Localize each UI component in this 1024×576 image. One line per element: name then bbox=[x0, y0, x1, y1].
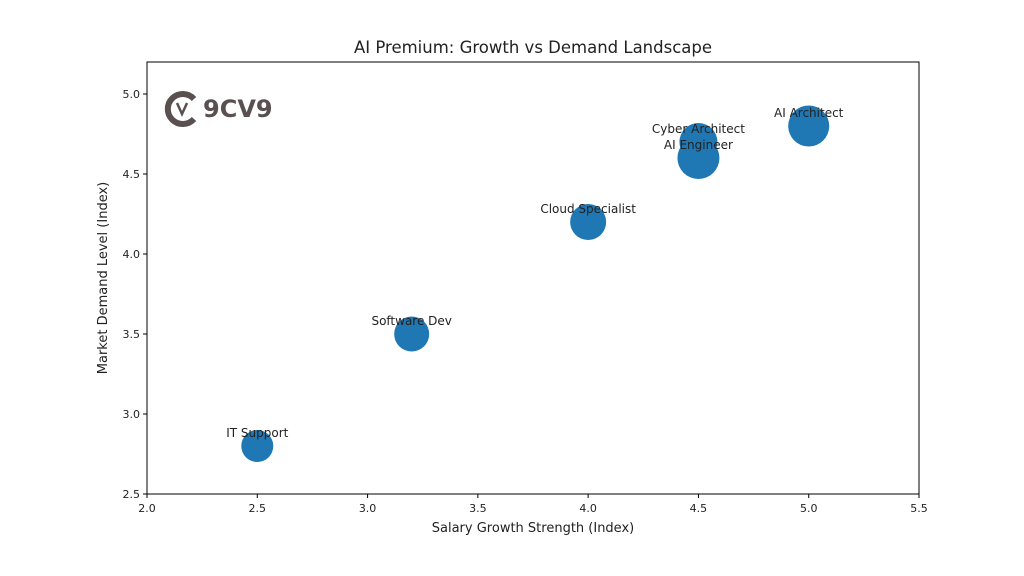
x-tick-label: 5.5 bbox=[910, 502, 928, 515]
data-point bbox=[570, 204, 607, 240]
x-axis-label: Salary Growth Strength (Index) bbox=[432, 521, 634, 536]
x-tick-label: 5.0 bbox=[800, 502, 818, 515]
y-axis-label: Market Demand Level (Index) bbox=[96, 182, 111, 374]
y-tick-label: 2.5 bbox=[123, 488, 141, 501]
logo-text: 9CV9 bbox=[203, 95, 273, 123]
y-tick-label: 4.0 bbox=[123, 248, 141, 261]
data-point bbox=[394, 316, 430, 352]
y-tick-label: 4.5 bbox=[123, 168, 141, 181]
data-point bbox=[677, 137, 720, 179]
point-label: AI Architect bbox=[774, 106, 844, 120]
point-label: AI Engineer bbox=[664, 138, 733, 152]
y-tick-label: 5.0 bbox=[123, 88, 141, 101]
point-label: Cloud Specialist bbox=[540, 202, 636, 216]
y-tick-label: 3.5 bbox=[123, 328, 141, 341]
chart-title: AI Premium: Growth vs Demand Landscape bbox=[354, 38, 712, 57]
point-label: Software Dev bbox=[371, 314, 451, 328]
plot-area bbox=[146, 61, 920, 495]
x-tick-label: 4.5 bbox=[690, 502, 708, 515]
data-point bbox=[241, 430, 274, 462]
point-label: Cyber Architect bbox=[652, 122, 745, 136]
data-point bbox=[788, 105, 830, 147]
x-tick-label: 2.0 bbox=[138, 502, 156, 515]
logo: 9CV9 bbox=[163, 90, 273, 128]
x-tick-label: 3.5 bbox=[469, 502, 487, 515]
x-tick-label: 3.0 bbox=[359, 502, 377, 515]
point-label: IT Support bbox=[226, 426, 288, 440]
x-tick-label: 2.5 bbox=[249, 502, 267, 515]
logo-c-icon bbox=[164, 91, 197, 127]
y-tick-label: 3.0 bbox=[123, 408, 141, 421]
x-tick-label: 4.0 bbox=[579, 502, 597, 515]
